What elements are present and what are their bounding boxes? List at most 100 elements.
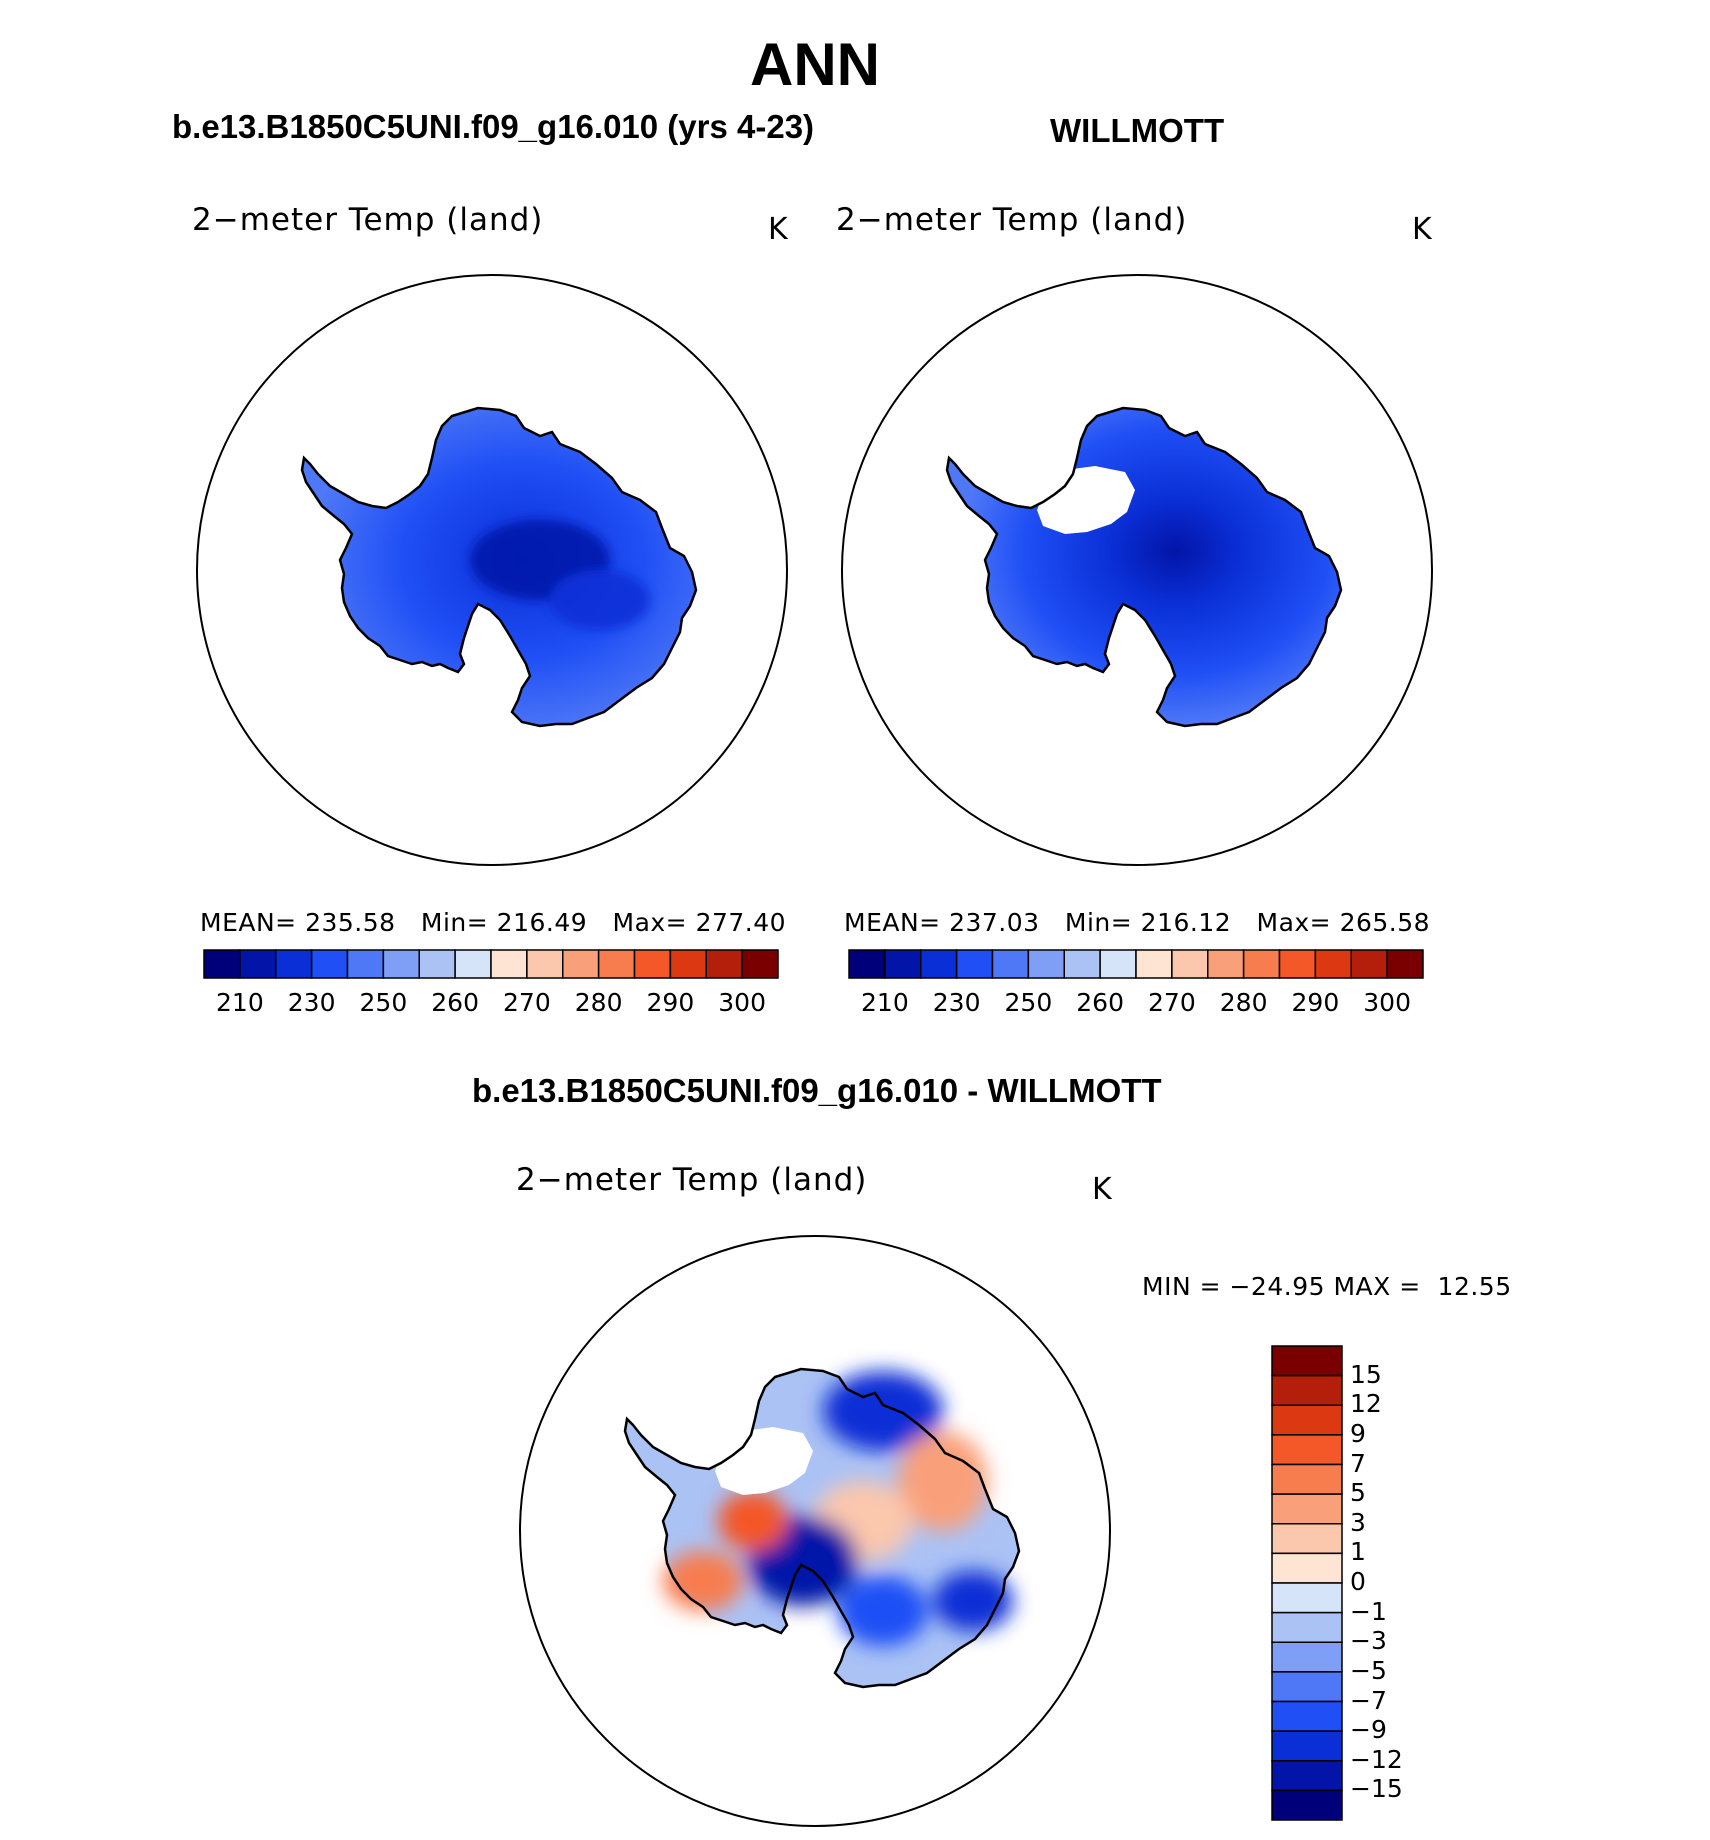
diff-units: K [1092,1172,1112,1207]
panel-1-units: K [768,212,788,247]
panel-2-colorbar-swatch-9 [1171,949,1209,979]
panel-2-units: K [1412,212,1432,247]
panel-1-colorbar-tick-label: 210 [216,988,264,1017]
diff-colorbar-swatch-0 [1271,1345,1343,1377]
panel-1-colorbar-swatch-2 [275,949,313,979]
diff-colorbar-swatch-5 [1271,1493,1343,1525]
diff-colorbar-tick-label: −9 [1350,1715,1387,1745]
panel-1-map-boundary [196,274,788,866]
panel-2-colorbar-tick-label: 260 [1076,988,1124,1017]
panel-1-variable-label: 2−meter Temp (land) [192,202,544,238]
panel-2-min-value: 216.12 [1140,908,1232,937]
panel-2-colorbar-swatch-6 [1063,949,1101,979]
panel-1-colorbar-tick-label: 250 [359,988,408,1017]
diff-colorbar-swatch-4 [1271,1463,1343,1495]
panel-1-colorbar-tick-label: 260 [431,988,479,1017]
panel-1-colorbar [203,949,779,979]
panel-1-colorbar-swatch-5 [382,949,420,979]
panel-1-max-value: 277.40 [695,908,787,937]
diff-colorbar-tick-label: −3 [1350,1626,1387,1656]
panel-2-colorbar-swatch-5 [1027,949,1065,979]
panel-2-colorbar-tick-label: 250 [1004,988,1053,1017]
panel-1-colorbar-swatch-15 [741,949,779,979]
panel-1-colorbar-tick-label: 280 [574,988,623,1017]
diff-colorbar-tick-label: 0 [1350,1567,1366,1596]
panel-2-colorbar-swatch-13 [1314,949,1352,979]
panel-2-map [841,274,1433,866]
panel-2-colorbar-swatch-12 [1278,949,1317,979]
panel-1-colorbar-swatch-14 [705,949,743,979]
panel-2-stats: MEAN= 237.03 Min= 216.12 Max= 265.58 [844,908,1430,937]
diff-colorbar-tick-label: −15 [1350,1774,1403,1804]
diff-colorbar-swatch-10 [1271,1641,1343,1673]
diff-colorbar-tick-label: 9 [1350,1418,1366,1448]
panel-1-mean-value: 235.58 [305,908,396,937]
panel-1-colorbar-tick-label: 270 [503,988,551,1017]
panel-2-colorbar-tick-label: 270 [1148,988,1196,1017]
panel-2-mean-value: 237.03 [949,908,1040,937]
diff-colorbar-tick-label: 15 [1350,1359,1382,1389]
panel-2-colorbar-tick-label: 290 [1291,988,1340,1017]
panel-2-colorbar-tick-label: 280 [1219,988,1268,1017]
panel-1-colorbar-swatch-3 [310,949,349,979]
panel-1-colorbar-swatch-9 [526,949,564,979]
panel-2-case-title: WILLMOTT [1050,112,1225,149]
diff-colorbar-tick-label: 7 [1350,1448,1366,1478]
diff-colorbar-swatch-2 [1271,1404,1343,1436]
panel-2-colorbar-swatch-4 [991,949,1030,979]
panel-1-colorbar-swatch-7 [454,949,492,979]
panel-1-case-title: b.e13.B1850C5UNI.f09_g16.010 (yrs 4-23) [172,108,815,145]
panel-1-min-value: 216.49 [496,908,588,937]
panel-2-colorbar-swatch-8 [1135,949,1173,979]
panel-2-colorbar-swatch-3 [955,949,994,979]
panel-2-max-value: 265.58 [1339,908,1431,937]
panel-1-max-label: Max= [612,908,688,937]
diff-colorbar-swatch-15 [1271,1789,1343,1821]
panel-1-colorbar-swatch-4 [346,949,385,979]
panel-1-colorbar-swatch-8 [490,949,528,979]
diff-colorbar-swatch-13 [1271,1730,1343,1762]
panel-2-max-label: Max= [1256,908,1332,937]
panel-2-colorbar [848,949,1424,979]
panel-1-min-label: Min= [420,908,489,937]
diff-case-title: b.e13.B1850C5UNI.f09_g16.010 - WILLMOTT [472,1072,1162,1109]
panel-2-colorbar-swatch-7 [1099,949,1137,979]
diff-colorbar-tick-label: 3 [1350,1507,1366,1537]
panel-1-colorbar-tick-label: 290 [646,988,695,1017]
diff-colorbar-swatch-14 [1271,1760,1343,1792]
panel-2-colorbar-swatch-15 [1386,949,1424,979]
diff-colorbar-swatch-1 [1271,1374,1343,1406]
panel-1-colorbar-tick-label: 230 [287,988,336,1017]
panel-2-variable-label: 2−meter Temp (land) [836,202,1188,238]
panel-1-colorbar-swatch-13 [669,949,707,979]
panel-1-colorbar-swatch-10 [562,949,600,979]
panel-1-colorbar-swatch-12 [633,949,672,979]
diff-colorbar-tick-label: 1 [1350,1537,1366,1567]
panel-2-map-boundary [841,274,1433,866]
panel-2-colorbar-swatch-2 [920,949,958,979]
panel-1-map [196,274,788,866]
diff-colorbar-swatch-7 [1271,1552,1343,1584]
diff-colorbar-swatch-11 [1271,1671,1343,1703]
diff-colorbar-tick-label: 12 [1350,1389,1382,1419]
panel-2-mean-label: MEAN= [844,908,941,937]
diff-colorbar-tick-label: 5 [1350,1478,1366,1508]
diff-map-boundary [519,1235,1111,1827]
panel-2-colorbar-tick-label: 230 [932,988,981,1017]
panel-1-colorbar-swatch-1 [239,949,277,979]
diff-colorbar-swatch-8 [1271,1582,1343,1614]
panel-1-mean-label: MEAN= [200,908,297,937]
diff-colorbar-swatch-3 [1271,1434,1343,1466]
panel-1-colorbar-tick-label: 300 [718,988,766,1017]
panel-1-colorbar-swatch-0 [203,949,241,979]
panel-2-colorbar-swatch-10 [1207,949,1245,979]
panel-2-colorbar-swatch-1 [884,949,922,979]
diff-colorbar-tick-label: −7 [1350,1685,1387,1715]
panel-1-colorbar-swatch-6 [418,949,456,979]
diff-min-max-stats: MIN = −24.95 MAX = 12.55 [1142,1272,1512,1301]
diff-colorbar-tick-label: −12 [1350,1744,1403,1774]
panel-2-colorbar-swatch-14 [1350,949,1388,979]
diff-colorbar-tick-label: −5 [1350,1655,1387,1685]
panel-2-colorbar-swatch-11 [1242,949,1281,979]
